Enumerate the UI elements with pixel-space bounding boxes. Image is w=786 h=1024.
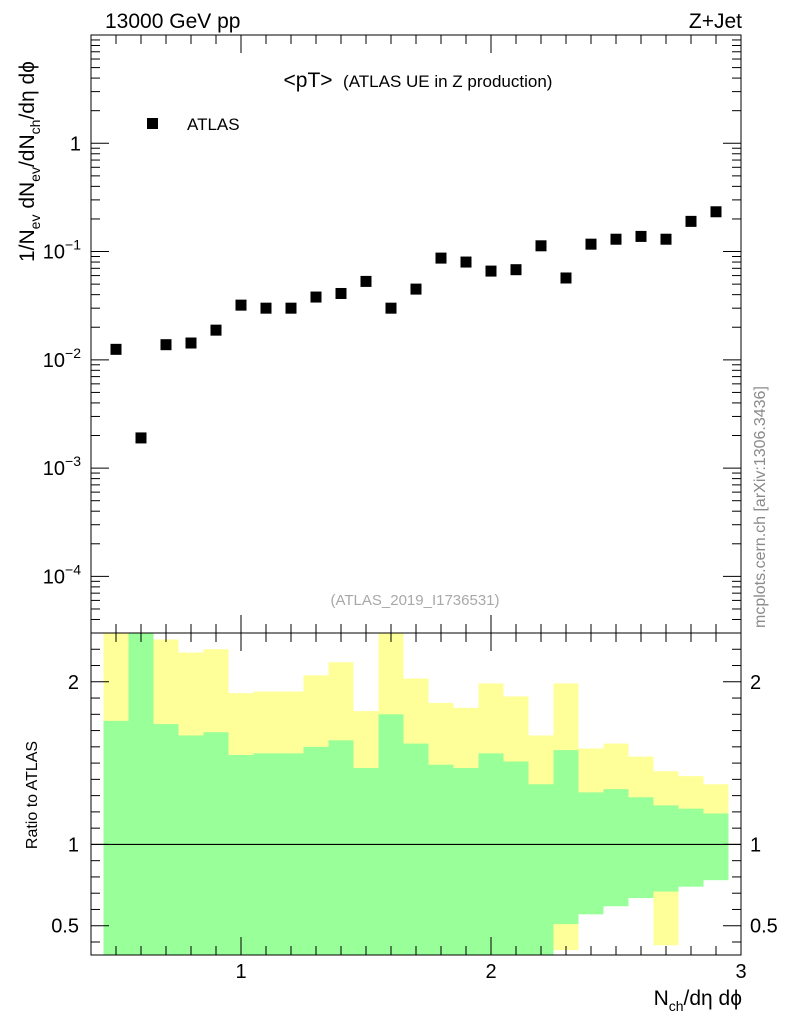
main-y-tick-label: 10−1	[43, 237, 81, 264]
band-stat-bin-20	[603, 789, 629, 907]
band-stat-bin-15	[478, 753, 504, 955]
band-stat-bin-0	[103, 720, 129, 955]
data-point	[185, 337, 197, 349]
data-point	[410, 283, 422, 295]
band-stat-bin-21	[628, 797, 654, 899]
data-point	[285, 302, 297, 314]
data-point	[260, 302, 272, 314]
band-stat-bin-14	[453, 767, 479, 955]
x-tick-label: 1	[235, 961, 246, 983]
data-point	[135, 432, 147, 444]
data-point	[310, 291, 322, 303]
band-stat-bin-22	[653, 805, 679, 892]
ratio-bands	[91, 633, 741, 955]
band-stat-bin-3	[178, 735, 204, 955]
main-y-tick-label: 10−3	[43, 453, 81, 480]
data-point	[435, 252, 447, 264]
chart-subtitle: (ATLAS UE in Z production)	[343, 72, 552, 91]
ratio-y-tick-label-right: 2	[750, 672, 761, 694]
main-y-axis-label: 1/Nev dNev/dNch/dη dϕ	[16, 61, 43, 262]
band-stat-bin-23	[678, 808, 704, 887]
data-point	[585, 238, 597, 250]
y-label-sub-2: ev	[27, 167, 43, 182]
x-axis-label: Nch/dη dϕ	[654, 987, 742, 1014]
data-point	[485, 265, 497, 277]
band-stat-bin-6	[253, 753, 279, 955]
band-stat-bin-2	[153, 724, 179, 955]
band-stat-bin-7	[278, 753, 304, 955]
data-point	[460, 256, 472, 268]
data-point	[610, 233, 622, 245]
chart-title: <pT>	[284, 69, 333, 92]
y-label-sub-3: ch	[27, 120, 43, 135]
main-y-tick-label: 10−2	[43, 345, 81, 372]
band-stat-bin-1	[128, 633, 154, 955]
data-point	[335, 287, 347, 299]
data-point	[560, 272, 572, 284]
band-stat-bin-4	[203, 732, 229, 955]
side-label: mcplots.cern.ch [arXiv:1306.3436]	[752, 386, 769, 628]
header-left-label: 13000 GeV pp	[105, 10, 240, 33]
ratio-y-tick-label-left: 1	[68, 834, 79, 856]
data-point	[385, 302, 397, 314]
data-point	[110, 343, 122, 355]
x-tick-label: 2	[485, 961, 496, 983]
data-point	[685, 215, 697, 227]
band-stat-bin-16	[503, 761, 529, 955]
ratio-y-axis-label: Ratio to ATLAS	[24, 741, 41, 849]
y-label-sub-1: ev	[27, 215, 43, 230]
chart-title-group: <pT> (ATLAS UE in Z production)	[284, 69, 553, 92]
data-point	[210, 324, 222, 336]
legend-marker	[147, 118, 158, 129]
band-stat-bin-8	[303, 746, 329, 955]
ratio-y-tick-label-left: 0.5	[51, 916, 79, 938]
y-label-part-1: 1/N	[16, 229, 39, 262]
tick-labels: 1 2 3 1 10−1 10−2 10−3 10−4 0.5 0.5 1 1 2 2	[43, 133, 778, 983]
band-stat-bin-13	[428, 764, 454, 955]
data-point	[510, 264, 522, 276]
header-right-label: Z+Jet	[689, 10, 742, 33]
band-stat-bin-12	[403, 743, 429, 955]
data-point	[235, 299, 247, 311]
band-stat-bin-19	[578, 792, 604, 915]
band-stat-bin-9	[328, 740, 354, 955]
data-point	[710, 206, 722, 218]
band-stat-bin-10	[353, 767, 379, 955]
y-label-part-4: /dη dϕ	[16, 61, 39, 119]
band-stat-bin-11	[378, 714, 404, 955]
band-stat-bin-18	[553, 750, 579, 925]
data-point	[635, 230, 647, 242]
x-tick-label: 3	[735, 961, 746, 983]
band-stat-bin-24	[703, 813, 729, 881]
legend-label: ATLAS	[187, 115, 240, 134]
x-label-sub: ch	[669, 998, 684, 1014]
data-point	[160, 339, 172, 351]
axis-ticks	[90, 34, 742, 955]
data-point	[535, 240, 547, 252]
y-label-part-3: /dN	[16, 134, 39, 167]
ratio-y-tick-label-right: 1	[750, 834, 761, 856]
band-stat-bin-17	[528, 784, 554, 955]
data-point	[360, 275, 372, 287]
band-stat-bin-5	[228, 754, 254, 955]
x-label-main: N	[654, 987, 669, 1010]
data-point	[660, 233, 672, 245]
analysis-id: (ATLAS_2019_I1736531)	[330, 592, 499, 609]
main-y-tick-label: 10−4	[43, 561, 81, 588]
data-points	[110, 206, 722, 444]
ratio-y-tick-label-left: 2	[68, 672, 79, 694]
x-label-rest: /dη dϕ	[684, 987, 742, 1010]
y-label-part-2: dN	[16, 182, 39, 215]
main-y-tick-label: 1	[70, 133, 81, 155]
ratio-y-tick-label-right: 0.5	[750, 916, 778, 938]
